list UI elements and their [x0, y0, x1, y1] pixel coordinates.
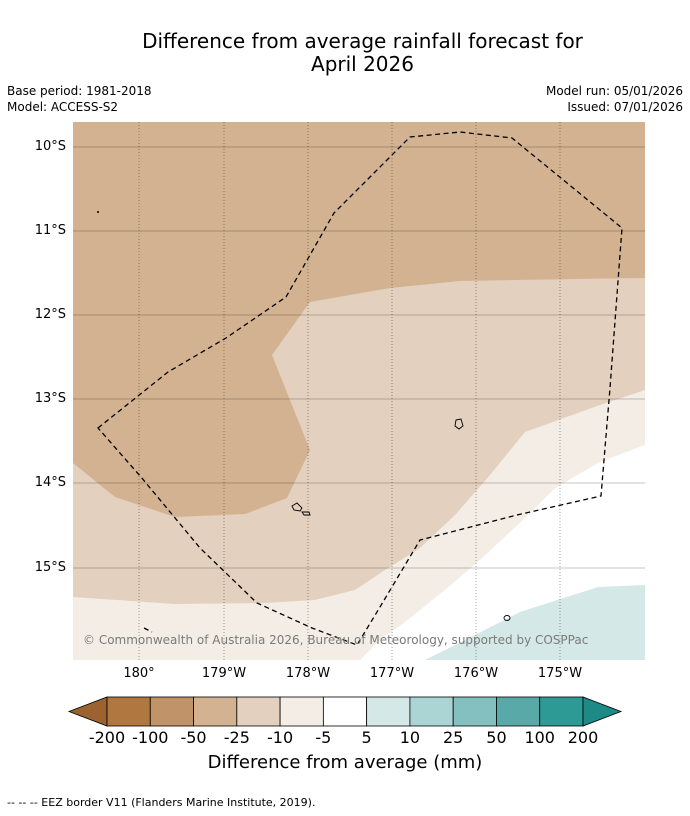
colorbar-tick-label: 100 [524, 728, 555, 747]
colorbar-tick-label: -10 [267, 728, 294, 747]
island-2 [291, 502, 303, 512]
lon-tick-label: 179°W [201, 666, 247, 681]
lon-tick-label: 177°W [369, 666, 415, 681]
map-area [73, 122, 645, 660]
colorbar-tick-label: -100 [132, 728, 169, 747]
lat-tick-label: 15°S [34, 560, 66, 575]
copyright-notice: © Commonwealth of Australia 2026, Bureau… [83, 633, 589, 647]
island-3 [301, 511, 311, 516]
colorbar-tick-label: 50 [486, 728, 507, 747]
colorbar-tick-label: -200 [88, 728, 126, 747]
graticule [73, 122, 645, 660]
lon-tick-label: 180° [123, 666, 155, 681]
model-name: Model: ACCESS-S2 [7, 100, 119, 114]
island-1 [454, 418, 464, 430]
island-5 [97, 211, 99, 213]
lon-tick-label: 175°W [537, 666, 583, 681]
eez-border [97, 131, 623, 646]
colorbar-title: Difference from average (mm) [207, 752, 483, 773]
map-title: Difference from average rainfall forecas… [0, 30, 690, 76]
band-plus-10 [425, 585, 645, 660]
lat-tick-label: 14°S [34, 475, 66, 490]
colorbar-tick-label: 5 [361, 728, 372, 747]
base-period: Base period: 1981-2018 [7, 84, 152, 98]
eez-footnote: -- -- -- EEZ border V11 (Flanders Marine… [7, 796, 316, 809]
lat-tick-label: 10°S [34, 139, 66, 154]
band-minus-50 [73, 122, 645, 517]
lat-tick-label: 12°S [34, 307, 66, 322]
lat-tick-label: 11°S [34, 223, 66, 238]
colorbar-tick-label: -5 [315, 728, 332, 747]
title-line-1: Difference from average rainfall forecas… [142, 29, 583, 53]
meta-right: Model run: 05/01/2026 Issued: 07/01/2026 [546, 83, 683, 115]
colorbar-tick-label: 200 [567, 728, 599, 747]
colorbar-tick-label: -25 [223, 728, 250, 747]
lon-tick-label: 178°W [285, 666, 331, 681]
issued-date: Issued: 07/01/2026 [567, 100, 683, 114]
colorbar-tick-label: 10 [399, 728, 421, 747]
title-line-2: April 2026 [311, 52, 414, 76]
colorbar-tick-label: 25 [442, 728, 464, 747]
island-4 [503, 615, 511, 621]
lat-tick-label: 13°S [34, 391, 66, 406]
model-run: Model run: 05/01/2026 [545, 84, 683, 98]
colorbar-tick-label: -50 [180, 728, 207, 747]
lon-tick-label: 176°W [453, 666, 499, 681]
meta-left: Base period: 1981-2018 Model: ACCESS-S2 [7, 83, 152, 115]
eez-fragment [143, 627, 153, 633]
